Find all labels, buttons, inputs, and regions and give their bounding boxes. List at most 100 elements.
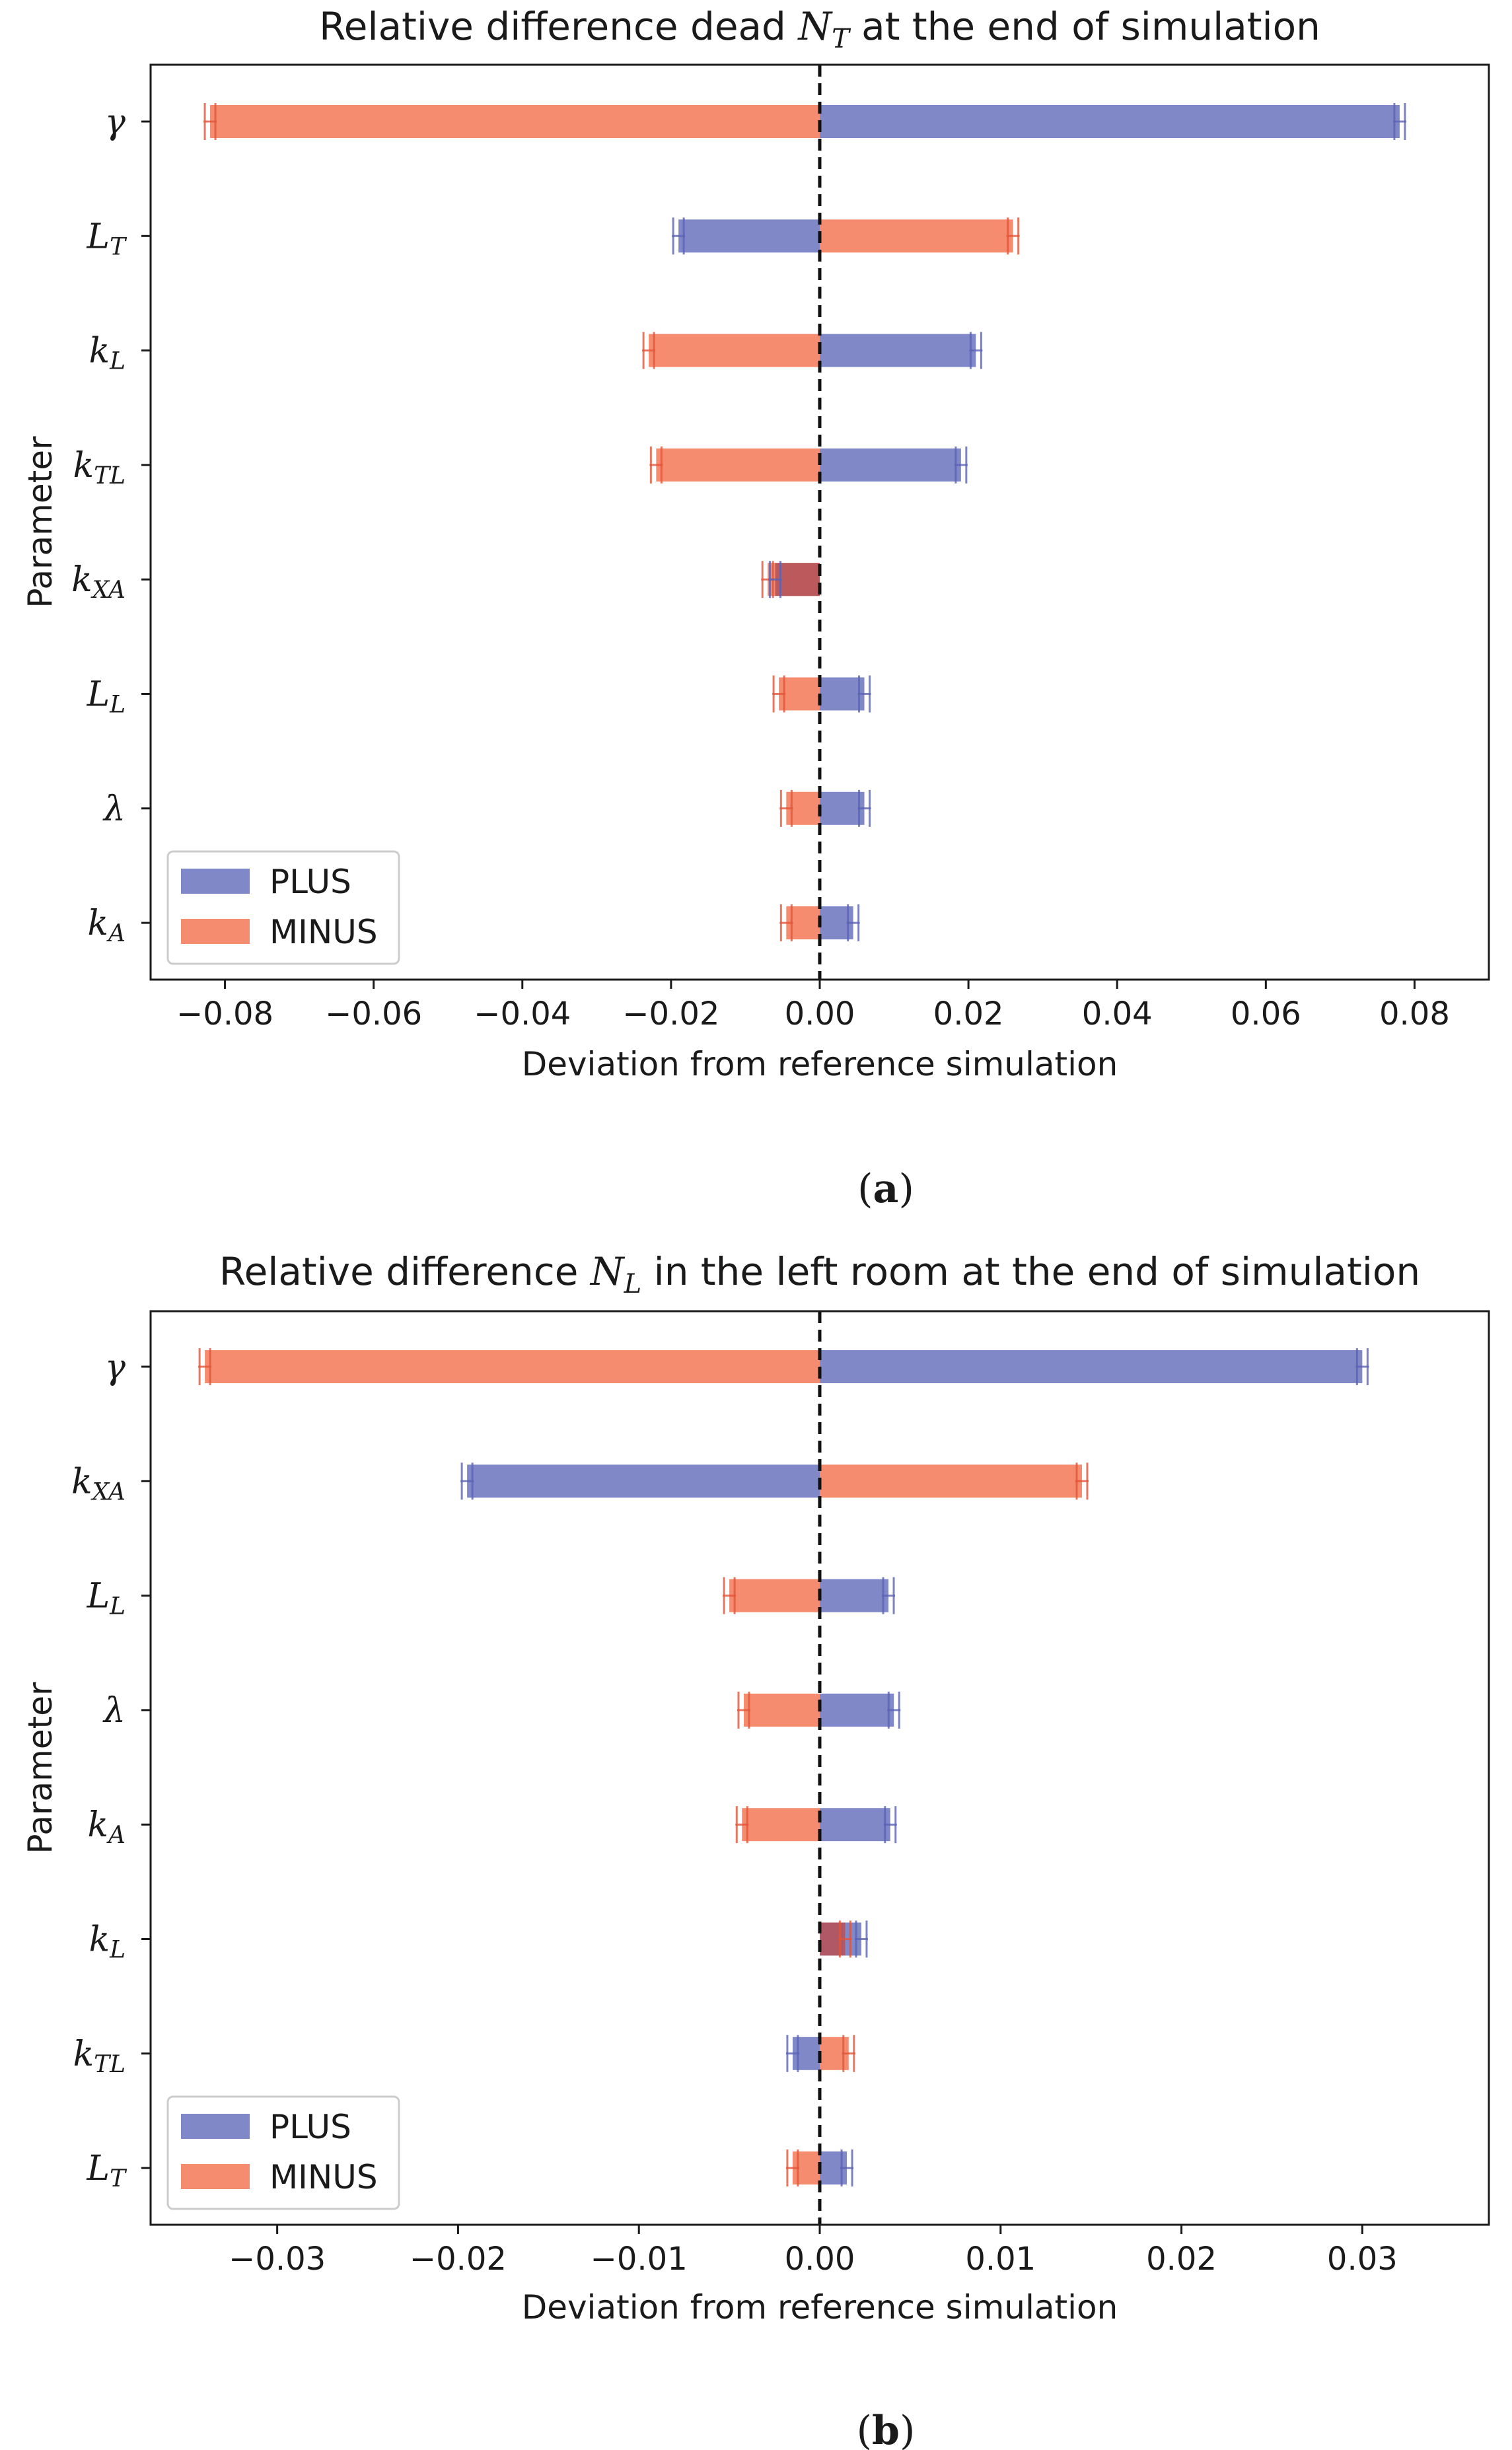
legend-label-minus: MINUS (270, 913, 378, 951)
legend: PLUS MINUS (166, 2095, 400, 2210)
y-tick-label: LT (86, 2149, 127, 2192)
error-bar (1075, 1462, 1089, 1500)
legend-label-plus: PLUS (270, 863, 351, 901)
error-bar (842, 2035, 855, 2072)
error-bar (1392, 103, 1406, 140)
x-tick-label: 0.01 (965, 2241, 1036, 2278)
chart-b: Relative difference NL in the left room … (21, 1249, 1490, 2450)
x-tick-label: 0.00 (785, 995, 855, 1032)
chart-title: Relative difference dead NT at the end o… (319, 4, 1320, 54)
error-bar (460, 1462, 474, 1500)
x-tick-label: −0.08 (176, 995, 273, 1032)
error-bar (1355, 1348, 1369, 1385)
x-tick-label: 0.00 (785, 2241, 855, 2278)
x-tick-label: 0.08 (1379, 995, 1450, 1032)
bar-plus (820, 1693, 894, 1727)
y-tick-label: kTL (73, 446, 126, 489)
bar-minus (205, 1350, 820, 1383)
bar-plus (820, 105, 1400, 138)
error-bar (768, 561, 782, 598)
y-tick-label: γ (105, 1348, 126, 1387)
error-bar (838, 1920, 852, 1958)
legend-swatch-plus (181, 869, 250, 894)
figure-caption: (a) (857, 1166, 914, 1212)
error-bar (883, 1806, 897, 1844)
x-tick-label: −0.02 (622, 995, 719, 1032)
legend-swatch-minus (181, 919, 250, 944)
error-bar (969, 332, 983, 369)
y-axis-label: Parameter (21, 436, 59, 608)
error-bar (1006, 217, 1020, 255)
error-bar (887, 1691, 901, 1729)
y-tick-label: kL (89, 1920, 126, 1964)
error-bar (737, 1691, 751, 1729)
error-bar (772, 675, 786, 713)
y-tick-label: kA (87, 1805, 126, 1849)
y-axis-label: Parameter (21, 1682, 59, 1854)
legend-label-minus: MINUS (270, 2158, 378, 2196)
error-bar (735, 1806, 749, 1844)
bar-minus (820, 1464, 1082, 1498)
error-bar (779, 904, 793, 942)
y-tick-label: kXA (71, 1462, 126, 1505)
bar-plus (820, 791, 865, 825)
bar-plus (820, 448, 961, 482)
x-axis-label: Deviation from reference simulation (522, 2288, 1118, 2326)
legend-label-plus: PLUS (270, 2108, 351, 2146)
error-bar (840, 2149, 854, 2187)
bar-minus (779, 677, 820, 711)
y-tick-label: λ (102, 1691, 126, 1731)
error-bar (954, 446, 968, 484)
figure-caption: (b) (857, 2408, 916, 2450)
legend: PLUS MINUS (166, 850, 400, 965)
y-tick-label: LL (87, 1577, 126, 1620)
legend-swatch-minus (181, 2164, 250, 2189)
bar-plus (467, 1464, 820, 1498)
error-bar (882, 1577, 896, 1614)
y-tick-label: λ (102, 789, 126, 829)
x-tick-label: 0.04 (1082, 995, 1153, 1032)
x-tick-label: 0.02 (933, 995, 1004, 1032)
x-tick-label: −0.03 (229, 2241, 326, 2278)
error-bar (649, 446, 663, 484)
x-tick-label: −0.02 (410, 2241, 507, 2278)
x-tick-label: 0.02 (1146, 2241, 1217, 2278)
error-bar (203, 103, 217, 140)
chart-a: Relative difference dead NT at the end o… (21, 4, 1490, 1212)
bar-minus (656, 448, 820, 482)
error-bar (672, 217, 686, 255)
x-tick-label: 0.06 (1231, 995, 1301, 1032)
bar-plus (820, 334, 976, 367)
error-bar (779, 789, 793, 827)
error-bar (785, 2149, 799, 2187)
bar-plus (820, 677, 865, 711)
y-tick-label: γ (105, 102, 126, 142)
error-bar (198, 1348, 212, 1385)
error-bar (785, 2035, 799, 2072)
bar-minus (742, 1808, 820, 1842)
bar-minus (210, 105, 820, 138)
y-tick-label: kTL (73, 2035, 126, 2078)
x-tick-label: −0.04 (474, 995, 571, 1032)
error-bar (723, 1577, 737, 1614)
y-tick-label: kXA (71, 560, 126, 604)
chart-title: Relative difference NL in the left room … (219, 1249, 1420, 1299)
error-bar (857, 789, 871, 827)
bar-plus (775, 563, 820, 596)
error-bar (846, 904, 860, 942)
error-bar (642, 332, 656, 369)
x-axis-label: Deviation from reference simulation (522, 1045, 1118, 1083)
bar-minus (649, 334, 820, 367)
error-bar (857, 675, 871, 713)
y-tick-label: LL (87, 675, 126, 719)
legend-swatch-plus (181, 2114, 250, 2139)
x-tick-label: −0.06 (325, 995, 422, 1032)
bar-plus (820, 1579, 889, 1612)
error-bar (854, 1920, 868, 1958)
y-tick-label: kA (87, 904, 126, 947)
bar-minus (744, 1693, 820, 1727)
x-tick-label: −0.01 (591, 2241, 688, 2278)
bar-minus (820, 219, 1013, 253)
bar-plus (678, 219, 820, 253)
